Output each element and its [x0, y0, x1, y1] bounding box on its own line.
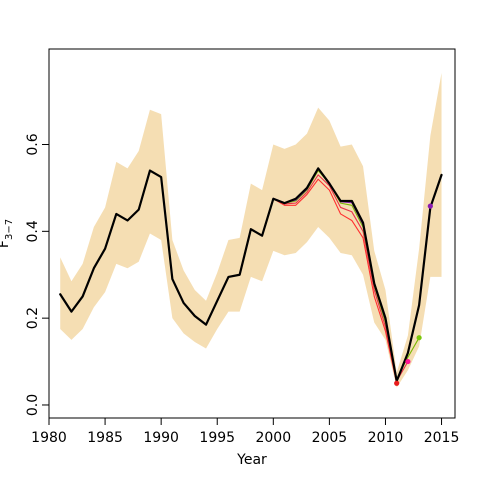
- x-tick-label: 2000: [255, 430, 291, 446]
- x-tick-label: 1990: [143, 430, 179, 446]
- y-axis: 0.0 0.2 0.4 0.6: [25, 133, 49, 416]
- x-tick-label: 2005: [312, 430, 348, 446]
- endpoint-marker-1: [394, 380, 400, 386]
- series-line-retro-1: [272, 178, 398, 384]
- plot-frame: [48, 48, 456, 419]
- y-axis-title-main: F: [0, 240, 12, 248]
- series-line-retro-2: [272, 174, 409, 382]
- x-tick-label: 2010: [368, 430, 404, 446]
- endpoint-marker-3: [416, 335, 422, 341]
- y-tick-label: 0.2: [25, 307, 41, 329]
- y-tick-label: 0.0: [25, 394, 41, 416]
- series-layer: [59, 167, 443, 384]
- y-axis-title-subscript: 3−7: [4, 219, 15, 240]
- series-line-main: [59, 167, 443, 383]
- y-axis-title: F3−7: [0, 219, 15, 248]
- endpoint-layer: [394, 203, 433, 386]
- x-tick-label: 1995: [199, 430, 235, 446]
- x-tick-label: 2015: [424, 430, 460, 446]
- y-tick-label: 0.6: [25, 133, 41, 155]
- x-axis: 1980 1985 1990 1995 2000 2005 2010 2015: [31, 418, 459, 446]
- endpoint-marker-4: [427, 203, 433, 209]
- endpoint-marker-2: [405, 358, 411, 365]
- y-tick-label: 0.4: [25, 220, 41, 242]
- x-tick-label: 1980: [31, 430, 67, 446]
- x-tick-label: 1985: [87, 430, 123, 446]
- x-axis-title: Year: [236, 452, 267, 468]
